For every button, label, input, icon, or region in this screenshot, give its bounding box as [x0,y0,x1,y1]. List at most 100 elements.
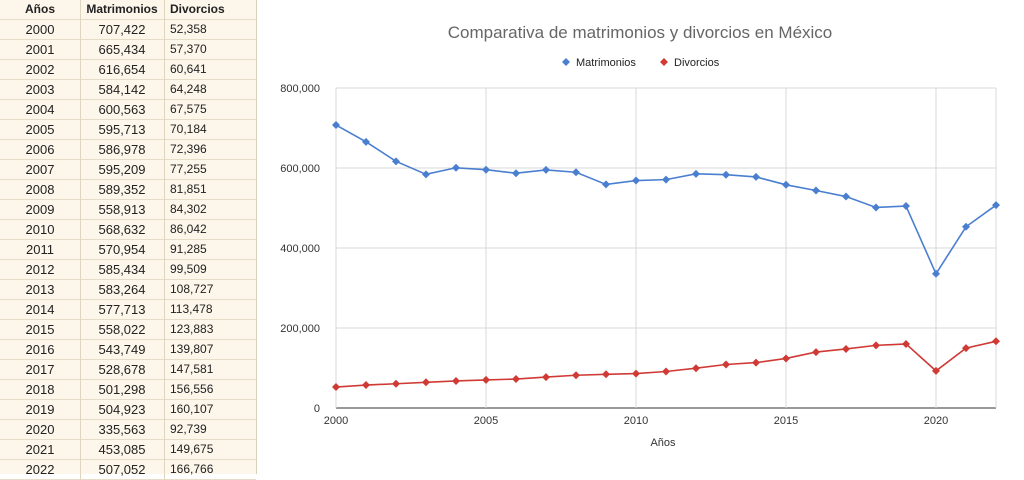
cell-year[interactable]: 2022 [0,460,81,480]
cell-marriages[interactable]: 558,022 [80,320,165,340]
data-point[interactable] [782,354,790,363]
data-point[interactable] [632,369,640,378]
data-point[interactable] [482,375,490,384]
cell-year[interactable]: 2004 [0,100,81,120]
cell-marriages[interactable]: 501,298 [80,380,165,400]
data-point[interactable] [872,341,880,350]
cell-year[interactable]: 2001 [0,40,81,60]
data-point[interactable] [902,339,910,348]
data-point[interactable] [782,180,790,189]
cell-divorces[interactable]: 113,478 [170,302,213,316]
cell-divorces[interactable]: 92,739 [170,422,207,436]
cell-marriages[interactable]: 577,713 [80,300,165,320]
cell-divorces[interactable]: 166,766 [170,462,214,476]
data-point[interactable] [722,170,730,179]
cell-marriages[interactable]: 584,142 [80,80,165,100]
data-point[interactable] [812,186,820,195]
data-point[interactable] [362,137,370,146]
data-point[interactable] [482,165,490,174]
cell-year[interactable]: 2021 [0,440,81,460]
cell-divorces[interactable]: 81,851 [170,182,207,196]
data-point[interactable] [362,381,370,390]
cell-year[interactable]: 2005 [0,120,81,140]
data-point[interactable] [572,371,580,380]
header-marriages[interactable]: Matrimonios [80,0,165,20]
data-point[interactable] [542,165,550,174]
cell-divorces[interactable]: 147,581 [170,362,214,376]
data-point[interactable] [422,378,430,387]
cell-year[interactable]: 2006 [0,140,81,160]
cell-divorces[interactable]: 91,285 [170,242,207,256]
data-point[interactable] [602,370,610,379]
data-point[interactable] [752,358,760,367]
header-divorces[interactable]: Divorcios [170,2,225,16]
legend-label[interactable]: Matrimonios [576,57,636,69]
cell-year[interactable]: 2017 [0,360,81,380]
data-point[interactable] [602,180,610,189]
cell-marriages[interactable]: 616,654 [80,60,165,80]
data-point[interactable] [722,360,730,369]
cell-year[interactable]: 2018 [0,380,81,400]
data-point[interactable] [992,201,1000,210]
data-point[interactable] [542,373,550,382]
cell-year[interactable]: 2016 [0,340,81,360]
data-point[interactable] [662,175,670,184]
cell-marriages[interactable]: 335,563 [80,420,165,440]
data-point[interactable] [512,169,520,178]
cell-marriages[interactable]: 543,749 [80,340,165,360]
data-point[interactable] [692,364,700,373]
data-point[interactable] [452,163,460,172]
cell-marriages[interactable]: 507,052 [80,460,165,480]
data-point[interactable] [812,348,820,357]
cell-marriages[interactable]: 528,678 [80,360,165,380]
data-point[interactable] [752,172,760,181]
cell-marriages[interactable]: 558,913 [80,200,165,220]
cell-year[interactable]: 2008 [0,180,81,200]
data-point[interactable] [932,366,940,375]
cell-marriages[interactable]: 589,352 [80,180,165,200]
cell-marriages[interactable]: 665,434 [80,40,165,60]
data-point[interactable] [992,337,1000,346]
cell-divorces[interactable]: 99,509 [170,262,207,276]
cell-divorces[interactable]: 86,042 [170,222,207,236]
cell-divorces[interactable]: 67,575 [170,102,207,116]
data-point[interactable] [452,376,460,385]
data-point[interactable] [392,157,400,166]
cell-divorces[interactable]: 123,883 [170,322,214,336]
data-point[interactable] [332,383,340,392]
cell-divorces[interactable]: 77,255 [170,162,207,176]
cell-divorces[interactable]: 149,675 [170,442,214,456]
data-point[interactable] [422,170,430,179]
cell-divorces[interactable]: 64,248 [170,82,207,96]
cell-year[interactable]: 2007 [0,160,81,180]
header-year[interactable]: Años [0,0,81,20]
cell-marriages[interactable]: 600,563 [80,100,165,120]
cell-marriages[interactable]: 585,434 [80,260,165,280]
cell-divorces[interactable]: 52,358 [170,22,207,36]
cell-divorces[interactable]: 156,556 [170,382,214,396]
cell-divorces[interactable]: 84,302 [170,202,207,216]
cell-marriages[interactable]: 583,264 [80,280,165,300]
cell-year[interactable]: 2013 [0,280,81,300]
cell-divorces[interactable]: 60,641 [170,62,207,76]
cell-year[interactable]: 2010 [0,220,81,240]
cell-divorces[interactable]: 70,184 [170,122,207,136]
cell-year[interactable]: 2012 [0,260,81,280]
data-point[interactable] [692,169,700,178]
cell-year[interactable]: 2009 [0,200,81,220]
cell-year[interactable]: 2020 [0,420,81,440]
data-point[interactable] [332,121,340,130]
data-point[interactable] [872,203,880,212]
data-point[interactable] [962,344,970,353]
cell-divorces[interactable]: 72,396 [170,142,207,156]
cell-marriages[interactable]: 570,954 [80,240,165,260]
cell-marriages[interactable]: 707,422 [80,20,165,40]
data-point[interactable] [902,202,910,211]
cell-divorces[interactable]: 108,727 [170,282,214,296]
cell-divorces[interactable]: 160,107 [170,402,214,416]
data-point[interactable] [632,176,640,185]
cell-marriages[interactable]: 586,978 [80,140,165,160]
cell-marriages[interactable]: 595,209 [80,160,165,180]
cell-marriages[interactable]: 568,632 [80,220,165,240]
data-point[interactable] [392,379,400,388]
